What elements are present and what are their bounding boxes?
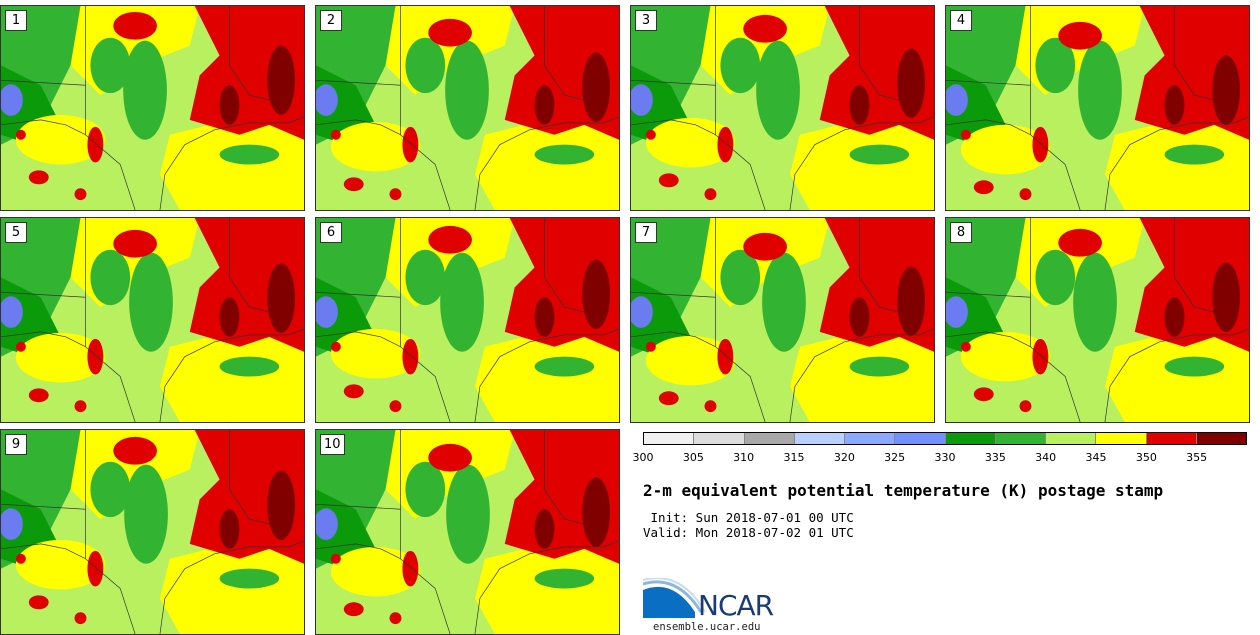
logo-text: NCAR — [698, 589, 774, 622]
member-panel: 1 — [0, 5, 305, 211]
equivalent-potential-temperature-map — [1, 430, 304, 634]
equivalent-potential-temperature-map — [946, 6, 1249, 210]
colorbar-tick-label: 350 — [1135, 451, 1157, 464]
member-panel: 9 — [0, 429, 305, 635]
member-number-label: 10 — [320, 434, 345, 455]
colorbar-segment — [744, 433, 795, 444]
figure-title: 2-m equivalent potential temperature (K)… — [643, 481, 1164, 500]
member-number-label: 7 — [635, 222, 657, 243]
colorbar-segment — [945, 433, 996, 444]
colorbar-segment — [694, 433, 745, 444]
equivalent-potential-temperature-map — [316, 218, 619, 422]
ncar-logo-icon — [643, 578, 706, 618]
member-number-label: 9 — [5, 434, 27, 455]
colorbar-tick-label: 315 — [783, 451, 805, 464]
colorbar-segment — [794, 433, 845, 444]
member-panel: 8 — [945, 217, 1250, 423]
equivalent-potential-temperature-map — [316, 430, 619, 634]
member-number-label: 1 — [5, 10, 27, 31]
colorbar-tick-label: 330 — [934, 451, 956, 464]
member-number-label: 2 — [320, 10, 342, 31]
member-panel: 6 — [315, 217, 620, 423]
colorbar — [643, 432, 1247, 445]
colorbar-tick-label: 305 — [682, 451, 704, 464]
colorbar-segment — [1196, 433, 1246, 444]
equivalent-potential-temperature-map — [1, 6, 304, 210]
member-number-label: 6 — [320, 222, 342, 243]
member-number-label: 5 — [5, 222, 27, 243]
member-number-label: 8 — [950, 222, 972, 243]
colorbar-tick-label: 345 — [1085, 451, 1107, 464]
member-panel: 4 — [945, 5, 1250, 211]
colorbar-segment — [1146, 433, 1197, 444]
colorbar-tick-label: 335 — [984, 451, 1006, 464]
colorbar-segment — [1096, 433, 1147, 444]
member-number-label: 3 — [635, 10, 657, 31]
equivalent-potential-temperature-map — [631, 218, 934, 422]
colorbar-tick-label: 325 — [884, 451, 906, 464]
init-time: Init: Sun 2018-07-01 00 UTC — [643, 510, 854, 525]
member-panel: 7 — [630, 217, 935, 423]
colorbar-tick-label: 320 — [833, 451, 855, 464]
equivalent-potential-temperature-map — [316, 6, 619, 210]
colorbar-ticks: 300 305 310 315 320 325 330 335 340 345 350 355 — [633, 451, 1247, 465]
equivalent-potential-temperature-map — [631, 6, 934, 210]
colorbar-segment — [995, 433, 1046, 444]
colorbar-segment — [644, 433, 695, 444]
colorbar-tick-label: 340 — [1035, 451, 1057, 464]
member-panel: 3 — [630, 5, 935, 211]
member-panel: 2 — [315, 5, 620, 211]
valid-time: Valid: Mon 2018-07-02 01 UTC — [643, 525, 854, 540]
member-panel: 10 — [315, 429, 620, 635]
colorbar-tick-label: 355 — [1186, 451, 1208, 464]
colorbar-segment — [1046, 433, 1097, 444]
ensemble-url[interactable]: ensemble.ucar.edu — [653, 621, 761, 633]
member-number-label: 4 — [950, 10, 972, 31]
member-panel: 5 — [0, 217, 305, 423]
colorbar-tick-label: 300 — [632, 451, 654, 464]
colorbar-segment — [895, 433, 946, 444]
equivalent-potential-temperature-map — [946, 218, 1249, 422]
equivalent-potential-temperature-map — [1, 218, 304, 422]
colorbar-segment — [845, 433, 896, 444]
colorbar-tick-label: 310 — [733, 451, 755, 464]
